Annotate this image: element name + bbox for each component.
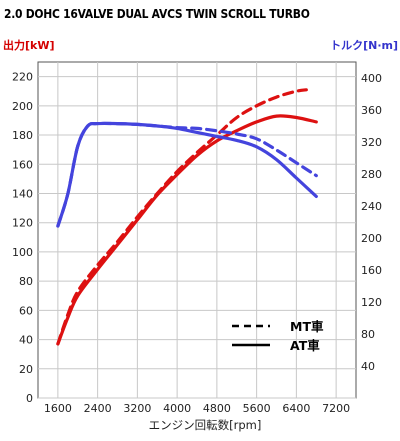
left-tick-label: 80 [19,275,33,288]
left-tick-label: 0 [26,392,33,405]
left-tick-label: 20 [19,363,33,376]
left-tick-label: 200 [12,100,33,113]
x-tick-label: 1600 [44,402,72,415]
x-tick-label: 3200 [123,402,151,415]
left-tick-label: 160 [12,158,33,171]
right-axis-label: トルク[N·m] [330,39,398,52]
left-tick-label: 140 [12,187,33,200]
right-tick-label: 360 [361,104,382,117]
power-at-line [56,114,318,346]
x-tick-label: 6400 [282,402,310,415]
left-tick-label: 60 [19,304,33,317]
torque-at-line [56,121,318,228]
left-tick-label: 120 [12,217,33,230]
x-tick-label: 4000 [163,402,191,415]
legend-label: AT車 [290,338,320,353]
x-tick-label: 2400 [84,402,112,415]
legend: MT車 AT車 [232,319,324,353]
left-tick-label: 180 [12,129,33,142]
left-tick-label: 40 [19,334,33,347]
left-axis-label: 出力[kW] [3,39,55,52]
right-tick-label: 240 [361,200,382,213]
right-tick-label: 160 [361,264,382,277]
right-tick-label: 200 [361,232,382,245]
right-tick-label: 40 [361,360,375,373]
chart-title: 2.0 DOHC 16VALVE DUAL AVCS TWIN SCROLL T… [4,6,310,21]
x-tick-label: 4800 [203,402,231,415]
x-tick-label: 7200 [322,402,350,415]
right-tick-label: 80 [361,328,375,341]
x-axis-title: エンジン回転数[rpm] [149,418,262,432]
right-tick-label: 320 [361,136,382,149]
legend-label: MT車 [290,319,324,334]
right-tick-label: 120 [361,296,382,309]
power-mt-line [56,88,308,346]
right-tick-label: 400 [361,72,382,85]
left-tick-label: 100 [12,246,33,259]
right-tick-label: 280 [361,168,382,181]
left-tick-label: 220 [12,71,33,84]
x-tick-label: 5600 [243,402,271,415]
